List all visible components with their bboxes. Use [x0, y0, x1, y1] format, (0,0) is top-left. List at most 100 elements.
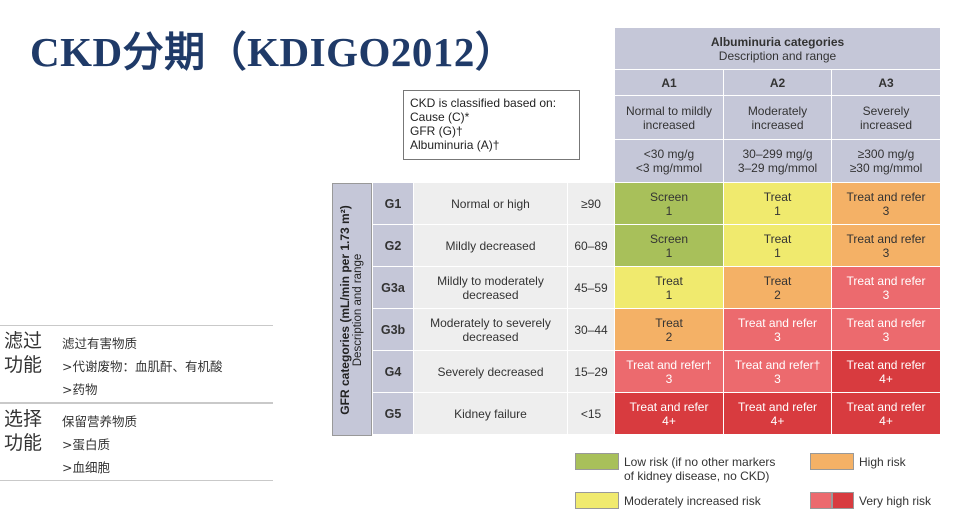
note-line: >药物 — [62, 382, 98, 397]
risk-cell: Treat 1 — [724, 183, 832, 225]
gfr-desc: Normal or high — [414, 183, 568, 225]
legend-swatch-veryhigh-a — [810, 492, 832, 509]
classification-box: CKD is classified based on: Cause (C)* G… — [403, 90, 580, 160]
risk-frequency: 3 — [882, 287, 890, 302]
legend-swatch-moderate — [575, 492, 619, 509]
risk-action: Treat — [655, 273, 683, 288]
albuminuria-code: A3 — [832, 70, 941, 96]
gfr-code: G4 — [373, 351, 414, 393]
risk-frequency: 4+ — [879, 413, 893, 428]
risk-action: Treat — [763, 273, 792, 288]
risk-action: Treat — [655, 315, 683, 330]
gfr-desc: Mildly decreased — [414, 225, 568, 267]
gfr-axis-title: GFR categories (mL/min per 1.73 m²) — [338, 204, 352, 415]
gfr-range: 45–59 — [568, 267, 615, 309]
selection-note: 选择功能 保留营养物质 >蛋白质 >血细胞 — [0, 403, 273, 483]
risk-action: Screen — [649, 231, 689, 246]
risk-cell: Treat and refer 4+ — [832, 393, 941, 435]
albuminuria-range: 30–299 mg/g 3–29 mg/mmol — [724, 140, 832, 183]
note-header: 滤过功能 — [4, 330, 43, 376]
risk-frequency: 4+ — [879, 371, 893, 386]
risk-frequency: 3 — [882, 203, 890, 218]
risk-cell: Treat and refer 3 — [832, 183, 941, 225]
risk-cell: Treat and refer 4+ — [724, 393, 832, 435]
risk-cell: Treat 1 — [615, 267, 724, 309]
legend-text: Low risk (if no other markers of kidney … — [624, 455, 776, 483]
risk-frequency: 2 — [774, 287, 781, 302]
risk-frequency: 2 — [665, 329, 673, 344]
risk-action: Treat and refer† — [734, 357, 821, 372]
risk-frequency: 3 — [882, 245, 890, 260]
legend-swatch-veryhigh-b — [832, 492, 854, 509]
risk-action: Treat and refer — [846, 231, 926, 246]
gfr-desc: Kidney failure — [414, 393, 568, 435]
albuminuria-code: A1 — [615, 70, 724, 96]
risk-action: Treat and refer — [846, 315, 926, 330]
risk-frequency: 4+ — [770, 413, 785, 428]
risk-frequency: 1 — [665, 203, 673, 218]
gfr-axis-subtitle: Description and range — [352, 253, 364, 366]
classification-line: CKD is classified based on: — [410, 96, 557, 110]
legend-swatch-low — [575, 453, 619, 470]
risk-cell: Treat and refer 3 — [832, 267, 941, 309]
gfr-code: G3a — [373, 267, 414, 309]
risk-cell: Screen 1 — [615, 225, 724, 267]
risk-cell: Treat and refer 4+ — [615, 393, 724, 435]
gfr-desc: Mildly to moderately decreased — [414, 267, 568, 309]
legend-swatch-high — [810, 453, 854, 470]
classification-line: Albuminuria (A)† — [410, 138, 500, 152]
gfr-axis-label: GFR categories (mL/min per 1.73 m²) Desc… — [332, 183, 372, 436]
gfr-desc: Severely decreased — [414, 351, 568, 393]
albuminuria-title: Albuminuria categories — [710, 34, 845, 49]
risk-cell: Treat 1 — [724, 225, 832, 267]
note-line: >蛋白质 — [62, 437, 110, 452]
gfr-code: G3b — [373, 309, 414, 351]
risk-cell: Treat 2 — [615, 309, 724, 351]
risk-action: Treat and refer — [846, 357, 926, 372]
legend-label-moderate: Moderately increased risk — [624, 494, 761, 508]
risk-frequency: 1 — [665, 287, 673, 302]
risk-action: Screen — [649, 189, 689, 204]
risk-cell: Treat and refer 3 — [832, 309, 941, 351]
note-line: >代谢废物：血肌酐、有机酸 — [62, 359, 223, 374]
classification-line: GFR (G)† — [410, 124, 463, 138]
risk-action: Treat and refer† — [626, 357, 712, 372]
risk-frequency: 3 — [665, 371, 673, 386]
albuminuria-desc: Normal to mildly increased — [615, 96, 724, 140]
risk-cell: Treat and refer 3 — [724, 309, 832, 351]
risk-action: Treat and refer — [846, 273, 926, 288]
page-title: CKD分期（KDIGO2012） — [30, 29, 517, 75]
legend-label-high: High risk — [859, 455, 906, 469]
note-line: 保留营养物质 — [62, 414, 138, 429]
albuminuria-subtitle: Description and range — [718, 48, 837, 63]
gfr-range: 15–29 — [568, 351, 615, 393]
albuminuria-code: A2 — [724, 70, 832, 96]
risk-frequency: 1 — [665, 245, 673, 260]
risk-cell: Screen 1 — [615, 183, 724, 225]
albuminuria-desc: Severely increased — [832, 96, 941, 140]
gfr-range: 30–44 — [568, 309, 615, 351]
gfr-code: G1 — [373, 183, 414, 225]
risk-frequency: 3 — [774, 329, 781, 344]
gfr-code: G2 — [373, 225, 414, 267]
note-line: >血细胞 — [62, 460, 110, 475]
risk-action: Treat and refer — [846, 399, 926, 414]
risk-cell: Treat and refer† 3 — [615, 351, 724, 393]
gfr-range: <15 — [568, 393, 615, 435]
risk-action: Treat and refer — [846, 189, 926, 204]
gfr-range: 60–89 — [568, 225, 615, 267]
risk-action: Treat and refer — [738, 315, 817, 330]
note-header: 选择功能 — [4, 408, 43, 454]
risk-action: Treat — [763, 189, 792, 204]
risk-frequency: 1 — [774, 245, 781, 260]
risk-frequency: 4+ — [662, 413, 676, 428]
albuminuria-desc: Moderately increased — [724, 96, 832, 140]
albuminuria-range: <30 mg/g <3 mg/mmol — [615, 140, 724, 183]
albuminuria-header: Albuminuria categories Description and r… — [615, 28, 941, 70]
filtration-note: 滤过功能 滤过有害物质 >代谢废物：血肌酐、有机酸 >药物 — [0, 325, 273, 403]
gfr-code: G5 — [373, 393, 414, 435]
gfr-range: ≥90 — [568, 183, 615, 225]
risk-action: Treat — [763, 231, 792, 246]
risk-cell: Treat 2 — [724, 267, 832, 309]
risk-cell: Treat and refer 3 — [832, 225, 941, 267]
